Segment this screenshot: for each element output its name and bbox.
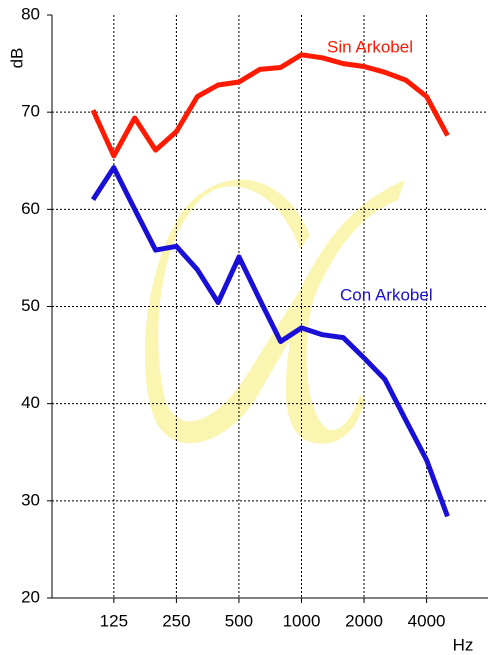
y-axis-label: dB <box>7 48 26 69</box>
series-line <box>90 165 450 518</box>
x-tick-label: 4000 <box>408 611 446 630</box>
x-axis-label: Hz <box>453 635 474 654</box>
watermark-alpha <box>144 179 405 444</box>
legend-label: Sin Arkobel <box>327 37 413 56</box>
y-tick-label: 60 <box>21 199 40 218</box>
y-tick-label: 80 <box>21 4 40 23</box>
x-tick-label: 250 <box>162 611 190 630</box>
x-tick-label: 2000 <box>345 611 383 630</box>
y-tick-label: 20 <box>21 587 40 606</box>
series-line <box>90 52 450 159</box>
y-tick-label: 70 <box>21 102 40 121</box>
y-tick-label: 50 <box>21 296 40 315</box>
x-tick-label: 125 <box>100 611 128 630</box>
x-tick-label: 500 <box>225 611 253 630</box>
y-tick-label: 30 <box>21 490 40 509</box>
legend-label: Con Arkobel <box>340 285 433 304</box>
y-tick-label: 40 <box>21 393 40 412</box>
x-tick-label: 1000 <box>283 611 321 630</box>
